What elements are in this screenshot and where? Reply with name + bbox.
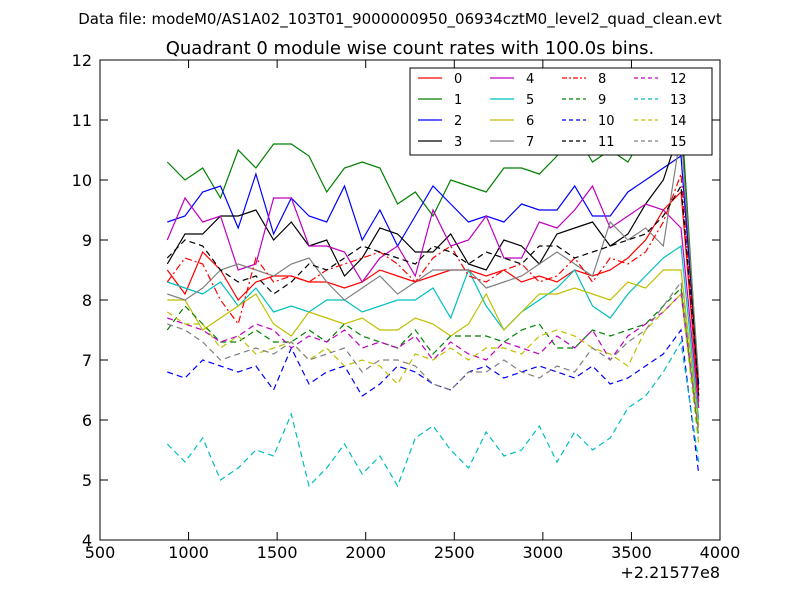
series-line-10 (167, 328, 700, 475)
y-tick-label: 5 (82, 471, 92, 490)
y-tick-label: 7 (82, 351, 92, 370)
series-line-7 (167, 131, 700, 379)
legend-label-9: 9 (598, 93, 606, 108)
chart-title: Quadrant 0 module wise count rates with … (166, 38, 655, 59)
series-line-3 (166, 125, 700, 397)
series-line-4 (166, 184, 700, 409)
legend-label-12: 12 (670, 72, 687, 87)
series-line-14 (166, 292, 700, 445)
legend-label-4: 4 (526, 72, 534, 87)
series-layer (166, 106, 700, 488)
x-tick-label: 4000 (700, 543, 741, 562)
y-tick-label: 9 (82, 231, 92, 250)
legend-label-13: 13 (670, 93, 687, 108)
legend-frame (409, 67, 713, 156)
x-tick-label: 2500 (434, 543, 475, 562)
legend-label-5: 5 (526, 93, 534, 108)
figure-suptitle: Data file: modeM0/AS1A02_103T01_90000009… (78, 10, 722, 29)
x-axis: 500 1000 1500 2000 2500 3000 3500 4000 (85, 60, 741, 562)
series-line-6 (167, 269, 700, 427)
series-line-11 (166, 184, 700, 391)
legend-label-6: 6 (526, 114, 534, 129)
legend-label-3: 3 (454, 135, 462, 150)
series-line-8 (166, 173, 700, 397)
legend-label-15: 15 (670, 135, 687, 150)
series-line-9 (166, 286, 700, 439)
x-tick-label: 3500 (611, 543, 652, 562)
y-tick-label: 4 (82, 531, 92, 550)
x-tick-label: 1000 (168, 543, 209, 562)
y-tick-label: 11 (72, 111, 92, 130)
series-line-0 (166, 190, 700, 403)
y-tick-label: 8 (82, 291, 92, 310)
legend-label-0: 0 (454, 72, 462, 87)
legend-label-8: 8 (598, 72, 606, 87)
series-line-13 (166, 340, 700, 488)
legend-label-1: 1 (454, 93, 462, 108)
x-tick-label: 3000 (522, 543, 563, 562)
series-line-2 (167, 154, 700, 385)
x-axis-offset-label: +2.21577e8 (620, 563, 720, 582)
x-tick-label: 1500 (257, 543, 298, 562)
series-line-15 (167, 280, 700, 433)
legend-label-7: 7 (526, 135, 534, 150)
y-tick-label: 10 (72, 171, 92, 190)
legend-label-14: 14 (670, 114, 687, 129)
y-tick-label: 6 (82, 411, 92, 430)
series-line-5 (167, 244, 700, 421)
x-tick-label: 500 (85, 543, 116, 562)
legend-label-10: 10 (598, 114, 615, 129)
legend-label-11: 11 (598, 135, 615, 150)
legend-label-2: 2 (454, 114, 462, 129)
y-tick-label: 12 (72, 51, 92, 70)
x-tick-label: 2000 (345, 543, 386, 562)
